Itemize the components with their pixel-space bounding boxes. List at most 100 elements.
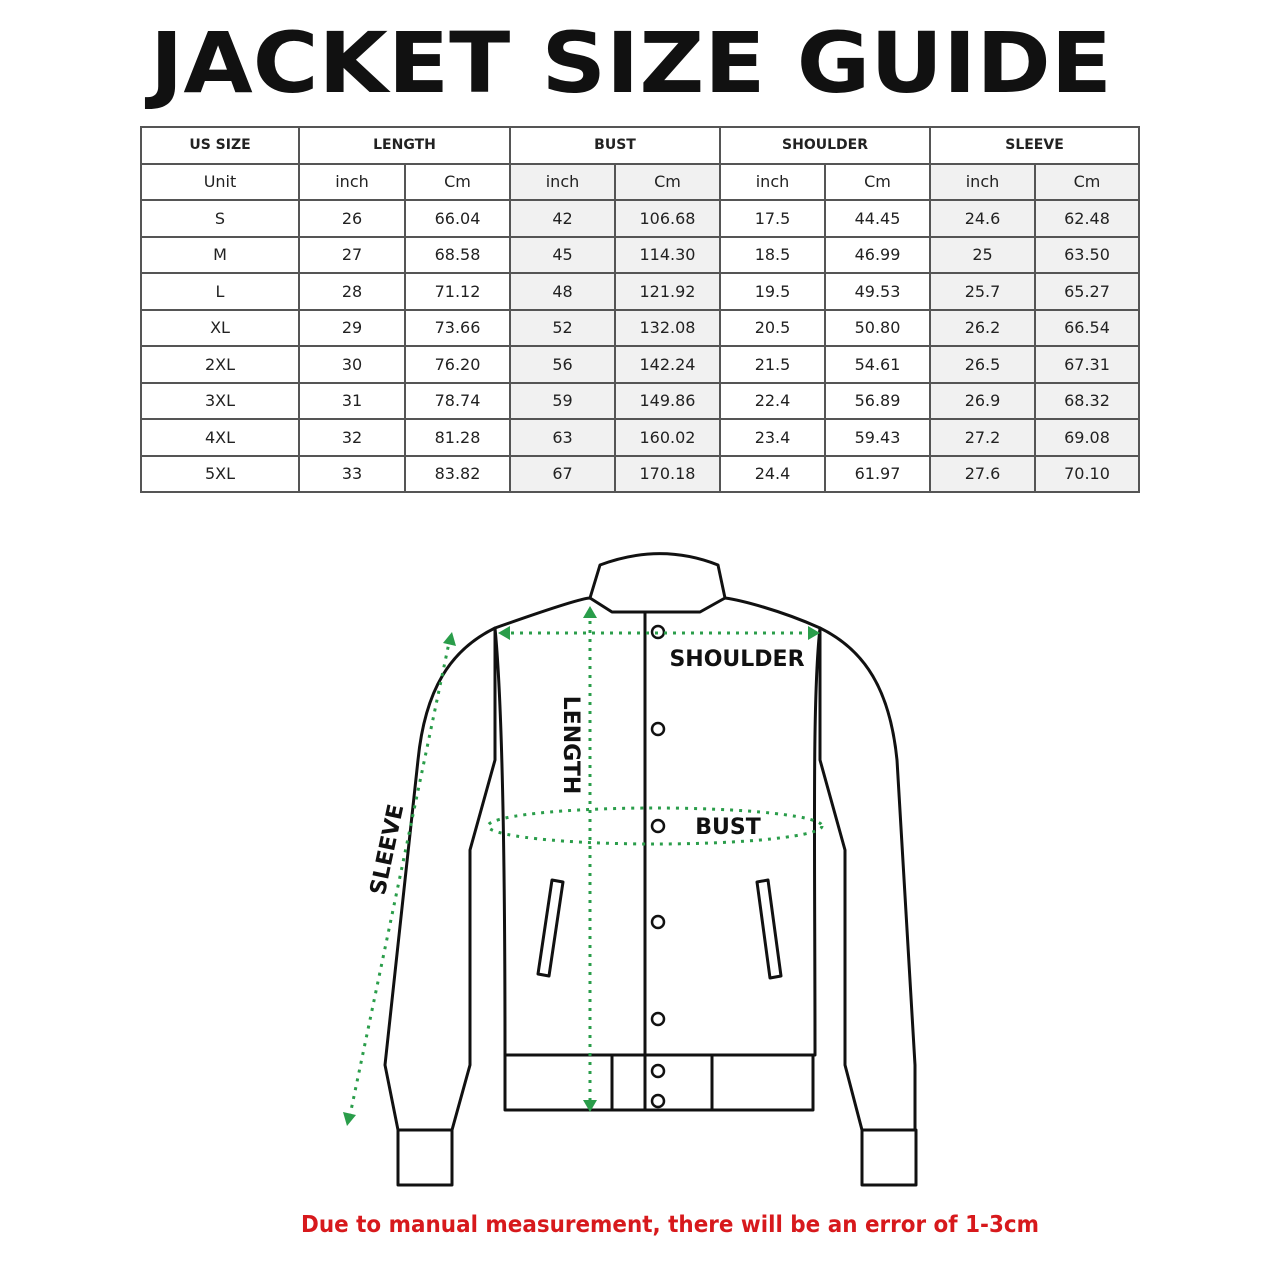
measure-cell: 26.9 (929, 381, 1036, 420)
measure-cell: 27.6 (929, 454, 1036, 493)
measure-cell: 54.61 (824, 345, 931, 384)
group-header: US SIZE (140, 126, 300, 165)
group-header: SLEEVE (929, 126, 1140, 165)
unit-cell: Cm (614, 162, 721, 201)
size-table: US SIZE LENGTH BUST SHOULDER SLEEVE Unit inch C… (140, 126, 1140, 493)
measure-cell: 45 (509, 235, 616, 274)
note: Due to manual measurement, there will be… (301, 1212, 1039, 1238)
length-label: LENGTH (558, 696, 583, 795)
size-cell: 3XL (140, 381, 300, 420)
measure-cell: 48 (509, 272, 616, 311)
size-row: 2XL 30 76.20 56 142.24 21.5 54.61 26.5 67.31 (140, 345, 1140, 384)
measure-cell: 142.24 (614, 345, 721, 384)
size-cell: 4XL (140, 418, 300, 457)
measure-cell: 26.2 (929, 308, 1036, 347)
measure-cell: 68.32 (1034, 381, 1140, 420)
measure-cell: 20.5 (719, 308, 826, 347)
shoulder-label: SHOULDER (669, 647, 804, 672)
size-row: M 27 68.58 45 114.30 18.5 46.99 25 63.50 (140, 235, 1140, 274)
unit-cell: Cm (404, 162, 511, 201)
measure-cell: 32 (298, 418, 406, 457)
measure-cell: 44.45 (824, 199, 931, 238)
measure-cell: 67 (509, 454, 616, 493)
measure-cell: 42 (509, 199, 616, 238)
measure-cell: 63.50 (1034, 235, 1140, 274)
size-row: 3XL 31 78.74 59 149.86 22.4 56.89 26.9 68.32 (140, 381, 1140, 420)
measure-cell: 19.5 (719, 272, 826, 311)
measure-cell: 59.43 (824, 418, 931, 457)
measure-cell: 61.97 (824, 454, 931, 493)
measure-cell: 121.92 (614, 272, 721, 311)
group-header-row: US SIZE LENGTH BUST SHOULDER SLEEVE (140, 126, 1140, 165)
measure-cell: 71.12 (404, 272, 511, 311)
measure-cell: 18.5 (719, 235, 826, 274)
measure-cell: 66.04 (404, 199, 511, 238)
measure-cell: 65.27 (1034, 272, 1140, 311)
sleeve-label: SLEEVE (366, 802, 410, 897)
measure-cell: 66.54 (1034, 308, 1140, 347)
unit-cell: Cm (1034, 162, 1140, 201)
measure-cell: 160.02 (614, 418, 721, 457)
unit-cell: inch (719, 162, 826, 201)
unit-cell: inch (509, 162, 616, 201)
size-cell: 5XL (140, 454, 300, 493)
measure-cell: 27 (298, 235, 406, 274)
measure-cell: 49.53 (824, 272, 931, 311)
measure-cell: 81.28 (404, 418, 511, 457)
size-row: XL 29 73.66 52 132.08 20.5 50.80 26.2 66.54 (140, 308, 1140, 347)
jacket-outline (383, 552, 918, 1187)
measure-cell: 67.31 (1034, 345, 1140, 384)
size-cell: 2XL (140, 345, 300, 384)
measure-cell: 69.08 (1034, 418, 1140, 457)
measure-cell: 83.82 (404, 454, 511, 493)
size-cell: XL (140, 308, 300, 347)
size-cell: S (140, 199, 300, 238)
unit-cell: Unit (140, 162, 300, 201)
buttons (650, 624, 666, 1109)
bust-label: BUST (695, 815, 760, 840)
measure-cell: 27.2 (929, 418, 1036, 457)
measure-cell: 22.4 (719, 381, 826, 420)
group-header: BUST (509, 126, 721, 165)
measure-cell: 56 (509, 345, 616, 384)
size-row: L 28 71.12 48 121.92 19.5 49.53 25.7 65.27 (140, 272, 1140, 311)
measure-cell: 170.18 (614, 454, 721, 493)
measure-cell: 21.5 (719, 345, 826, 384)
measure-cell: 24.6 (929, 199, 1036, 238)
arrowheads (343, 606, 820, 1126)
title: JACKET SIZE GUIDE (145, 14, 1112, 110)
measure-cell: 31 (298, 381, 406, 420)
unit-row: Unit inch Cm inch Cm inch Cm inch Cm (140, 162, 1140, 201)
measure-cell: 76.20 (404, 345, 511, 384)
unit-cell: inch (298, 162, 406, 201)
measure-cell: 46.99 (824, 235, 931, 274)
measure-cell: 114.30 (614, 235, 721, 274)
measure-cell: 68.58 (404, 235, 511, 274)
measure-cell: 25 (929, 235, 1036, 274)
measure-cell: 62.48 (1034, 199, 1140, 238)
measure-cell: 149.86 (614, 381, 721, 420)
measure-cell: 50.80 (824, 308, 931, 347)
measure-cell: 52 (509, 308, 616, 347)
measure-cell: 73.66 (404, 308, 511, 347)
measure-cell: 28 (298, 272, 406, 311)
size-cell: L (140, 272, 300, 311)
measure-cell: 59 (509, 381, 616, 420)
unit-cell: Cm (824, 162, 931, 201)
size-cell: M (140, 235, 300, 274)
measure-lines (347, 612, 824, 1121)
measure-cell: 106.68 (614, 199, 721, 238)
size-row: S 26 66.04 42 106.68 17.5 44.45 24.6 62.48 (140, 199, 1140, 238)
measure-cell: 26 (298, 199, 406, 238)
measure-cell: 23.4 (719, 418, 826, 457)
group-header: SHOULDER (719, 126, 931, 165)
measure-cell: 63 (509, 418, 616, 457)
title-area: JACKET SIZE GUIDE (145, 14, 1112, 110)
measure-cell: 56.89 (824, 381, 931, 420)
measure-cell: 33 (298, 454, 406, 493)
measure-cell: 17.5 (719, 199, 826, 238)
measure-cell: 30 (298, 345, 406, 384)
measure-cell: 24.4 (719, 454, 826, 493)
measure-cell: 25.7 (929, 272, 1036, 311)
